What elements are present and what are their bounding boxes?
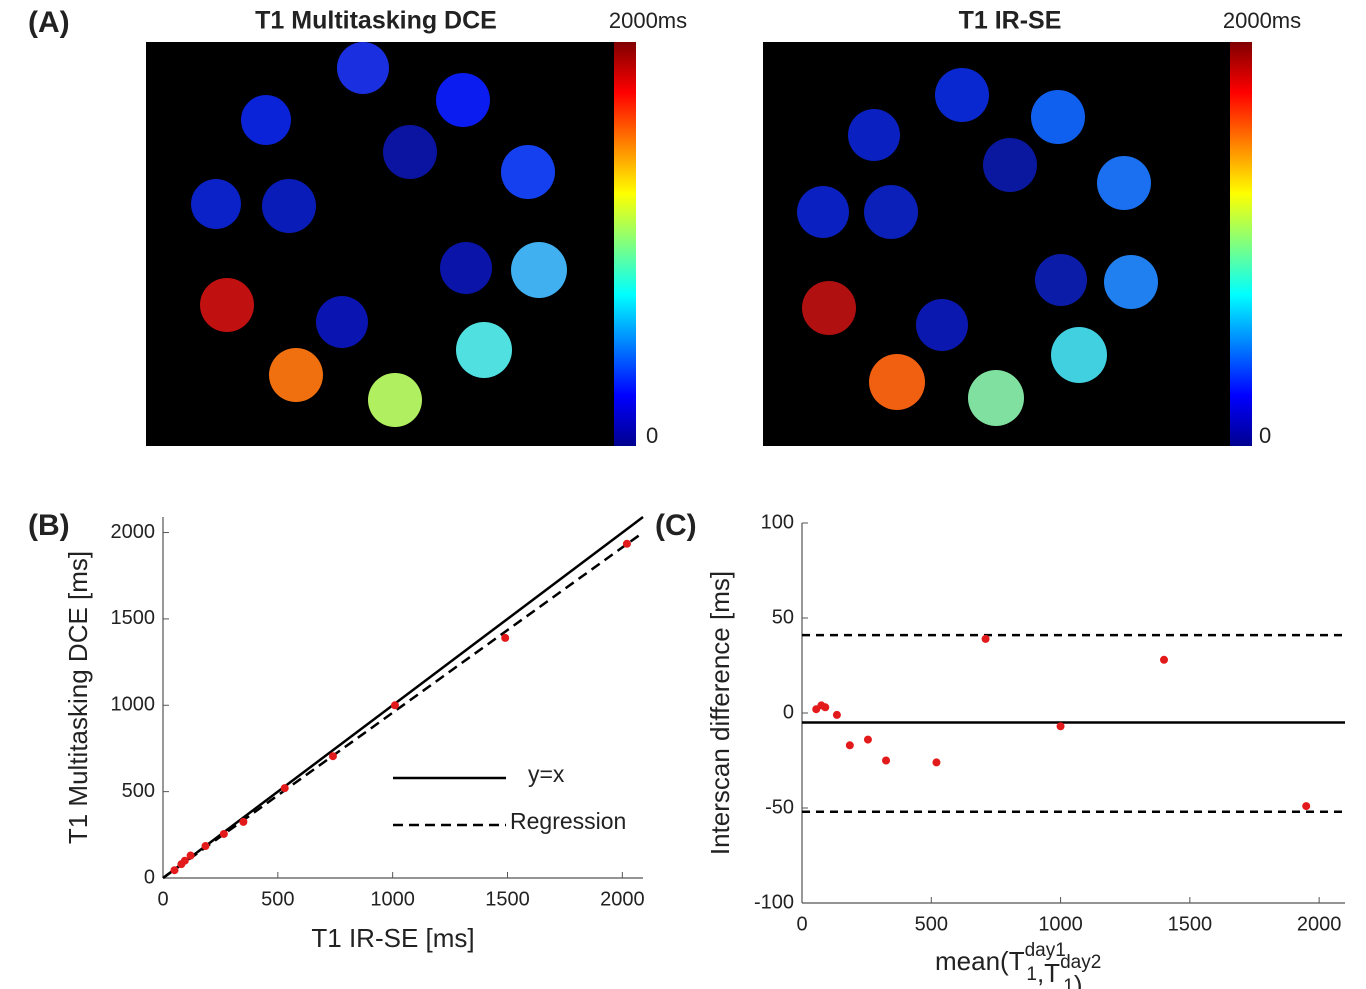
page: {"panel_a": {"label": "(A)", "maps": [ {… [0, 0, 1366, 989]
point [623, 540, 631, 548]
x-tick-label: 2000 [1297, 913, 1342, 935]
point [932, 758, 940, 766]
vial [848, 109, 900, 161]
vial [1051, 327, 1107, 383]
point [1302, 802, 1310, 810]
point [833, 711, 841, 719]
point [170, 866, 178, 874]
point [187, 852, 195, 860]
y-tick-label: -50 [765, 796, 794, 818]
vial [501, 145, 555, 199]
y-tick-label: 1500 [111, 607, 156, 629]
x-axis-label: T1 IR-SE [ms] [311, 923, 474, 953]
y-tick-label: 0 [144, 866, 155, 888]
y-tick-label: 1000 [111, 694, 156, 716]
point [391, 701, 399, 709]
y-axis-label: T1 Multitasking DCE [ms] [63, 551, 93, 844]
x-tick-label: 1500 [1168, 913, 1213, 935]
point [882, 757, 890, 765]
map-title: T1 Multitasking DCE [255, 7, 497, 35]
vial [511, 242, 567, 298]
vial [440, 242, 492, 294]
x-tick-label: 1500 [485, 888, 530, 910]
point [281, 784, 289, 792]
panel-label: (B) [28, 509, 70, 542]
point [1057, 722, 1065, 730]
vial [968, 370, 1024, 426]
y-tick-label: 500 [122, 780, 155, 802]
vial [1097, 156, 1151, 210]
vial [983, 138, 1037, 192]
vial [802, 281, 856, 335]
vial [1104, 255, 1158, 309]
vial [456, 322, 512, 378]
vial [436, 73, 490, 127]
x-tick-label: 1000 [370, 888, 415, 910]
x-tick-label: 1000 [1038, 913, 1083, 935]
x-tick-label: 0 [796, 913, 807, 935]
vial [1031, 90, 1085, 144]
point [220, 830, 228, 838]
point [501, 634, 509, 642]
point [1160, 656, 1168, 664]
y-tick-label: -100 [754, 891, 794, 913]
vial [262, 179, 316, 233]
y-axis-label: Interscan difference [ms] [705, 571, 735, 855]
vial [241, 95, 291, 145]
panel-label: (A) [28, 6, 70, 39]
vial [269, 348, 323, 402]
colorbar [1230, 42, 1252, 446]
x-tick-label: 500 [261, 888, 294, 910]
x-tick-label: 2000 [600, 888, 645, 910]
label-sub: 1 [1063, 976, 1074, 989]
point [239, 818, 247, 826]
legend-label: Regression [510, 808, 626, 834]
vial [916, 299, 968, 351]
point [864, 736, 872, 744]
label-text: ) [1074, 970, 1083, 989]
colorbar-max: 2000ms [1223, 8, 1301, 33]
vial [316, 296, 368, 348]
point [821, 703, 829, 711]
vial [864, 185, 918, 239]
vial [337, 42, 389, 94]
y-tick-label: 2000 [111, 521, 156, 543]
panel-label: (C) [655, 509, 697, 542]
vial [368, 373, 422, 427]
colorbar-min: 0 [1259, 423, 1271, 448]
point [201, 842, 209, 850]
y-tick-label: 0 [783, 701, 794, 723]
legend-label: y=x [528, 761, 565, 787]
colorbar-max: 2000ms [609, 8, 687, 33]
y-tick-label: 100 [761, 511, 794, 533]
vial [383, 125, 437, 179]
point [329, 752, 337, 760]
colorbar-min: 0 [646, 423, 658, 448]
figure: (A) T1 Multitasking DCE T1 IR-SE 2000ms … [0, 0, 1366, 989]
x-tick-label: 0 [157, 888, 168, 910]
label-sub: 1 [1026, 964, 1037, 985]
vial [1035, 254, 1087, 306]
colorbar [614, 42, 636, 446]
map-title: T1 IR-SE [959, 7, 1062, 35]
vial [200, 278, 254, 332]
point [846, 741, 854, 749]
x-tick-label: 500 [915, 913, 948, 935]
vial [935, 68, 989, 122]
vial [797, 186, 849, 238]
point [982, 635, 990, 643]
label-text: ,T [1037, 958, 1060, 988]
label-text: mean(T [935, 946, 1025, 976]
y-tick-label: 50 [772, 606, 794, 628]
vial [869, 354, 925, 410]
vial [191, 179, 241, 229]
